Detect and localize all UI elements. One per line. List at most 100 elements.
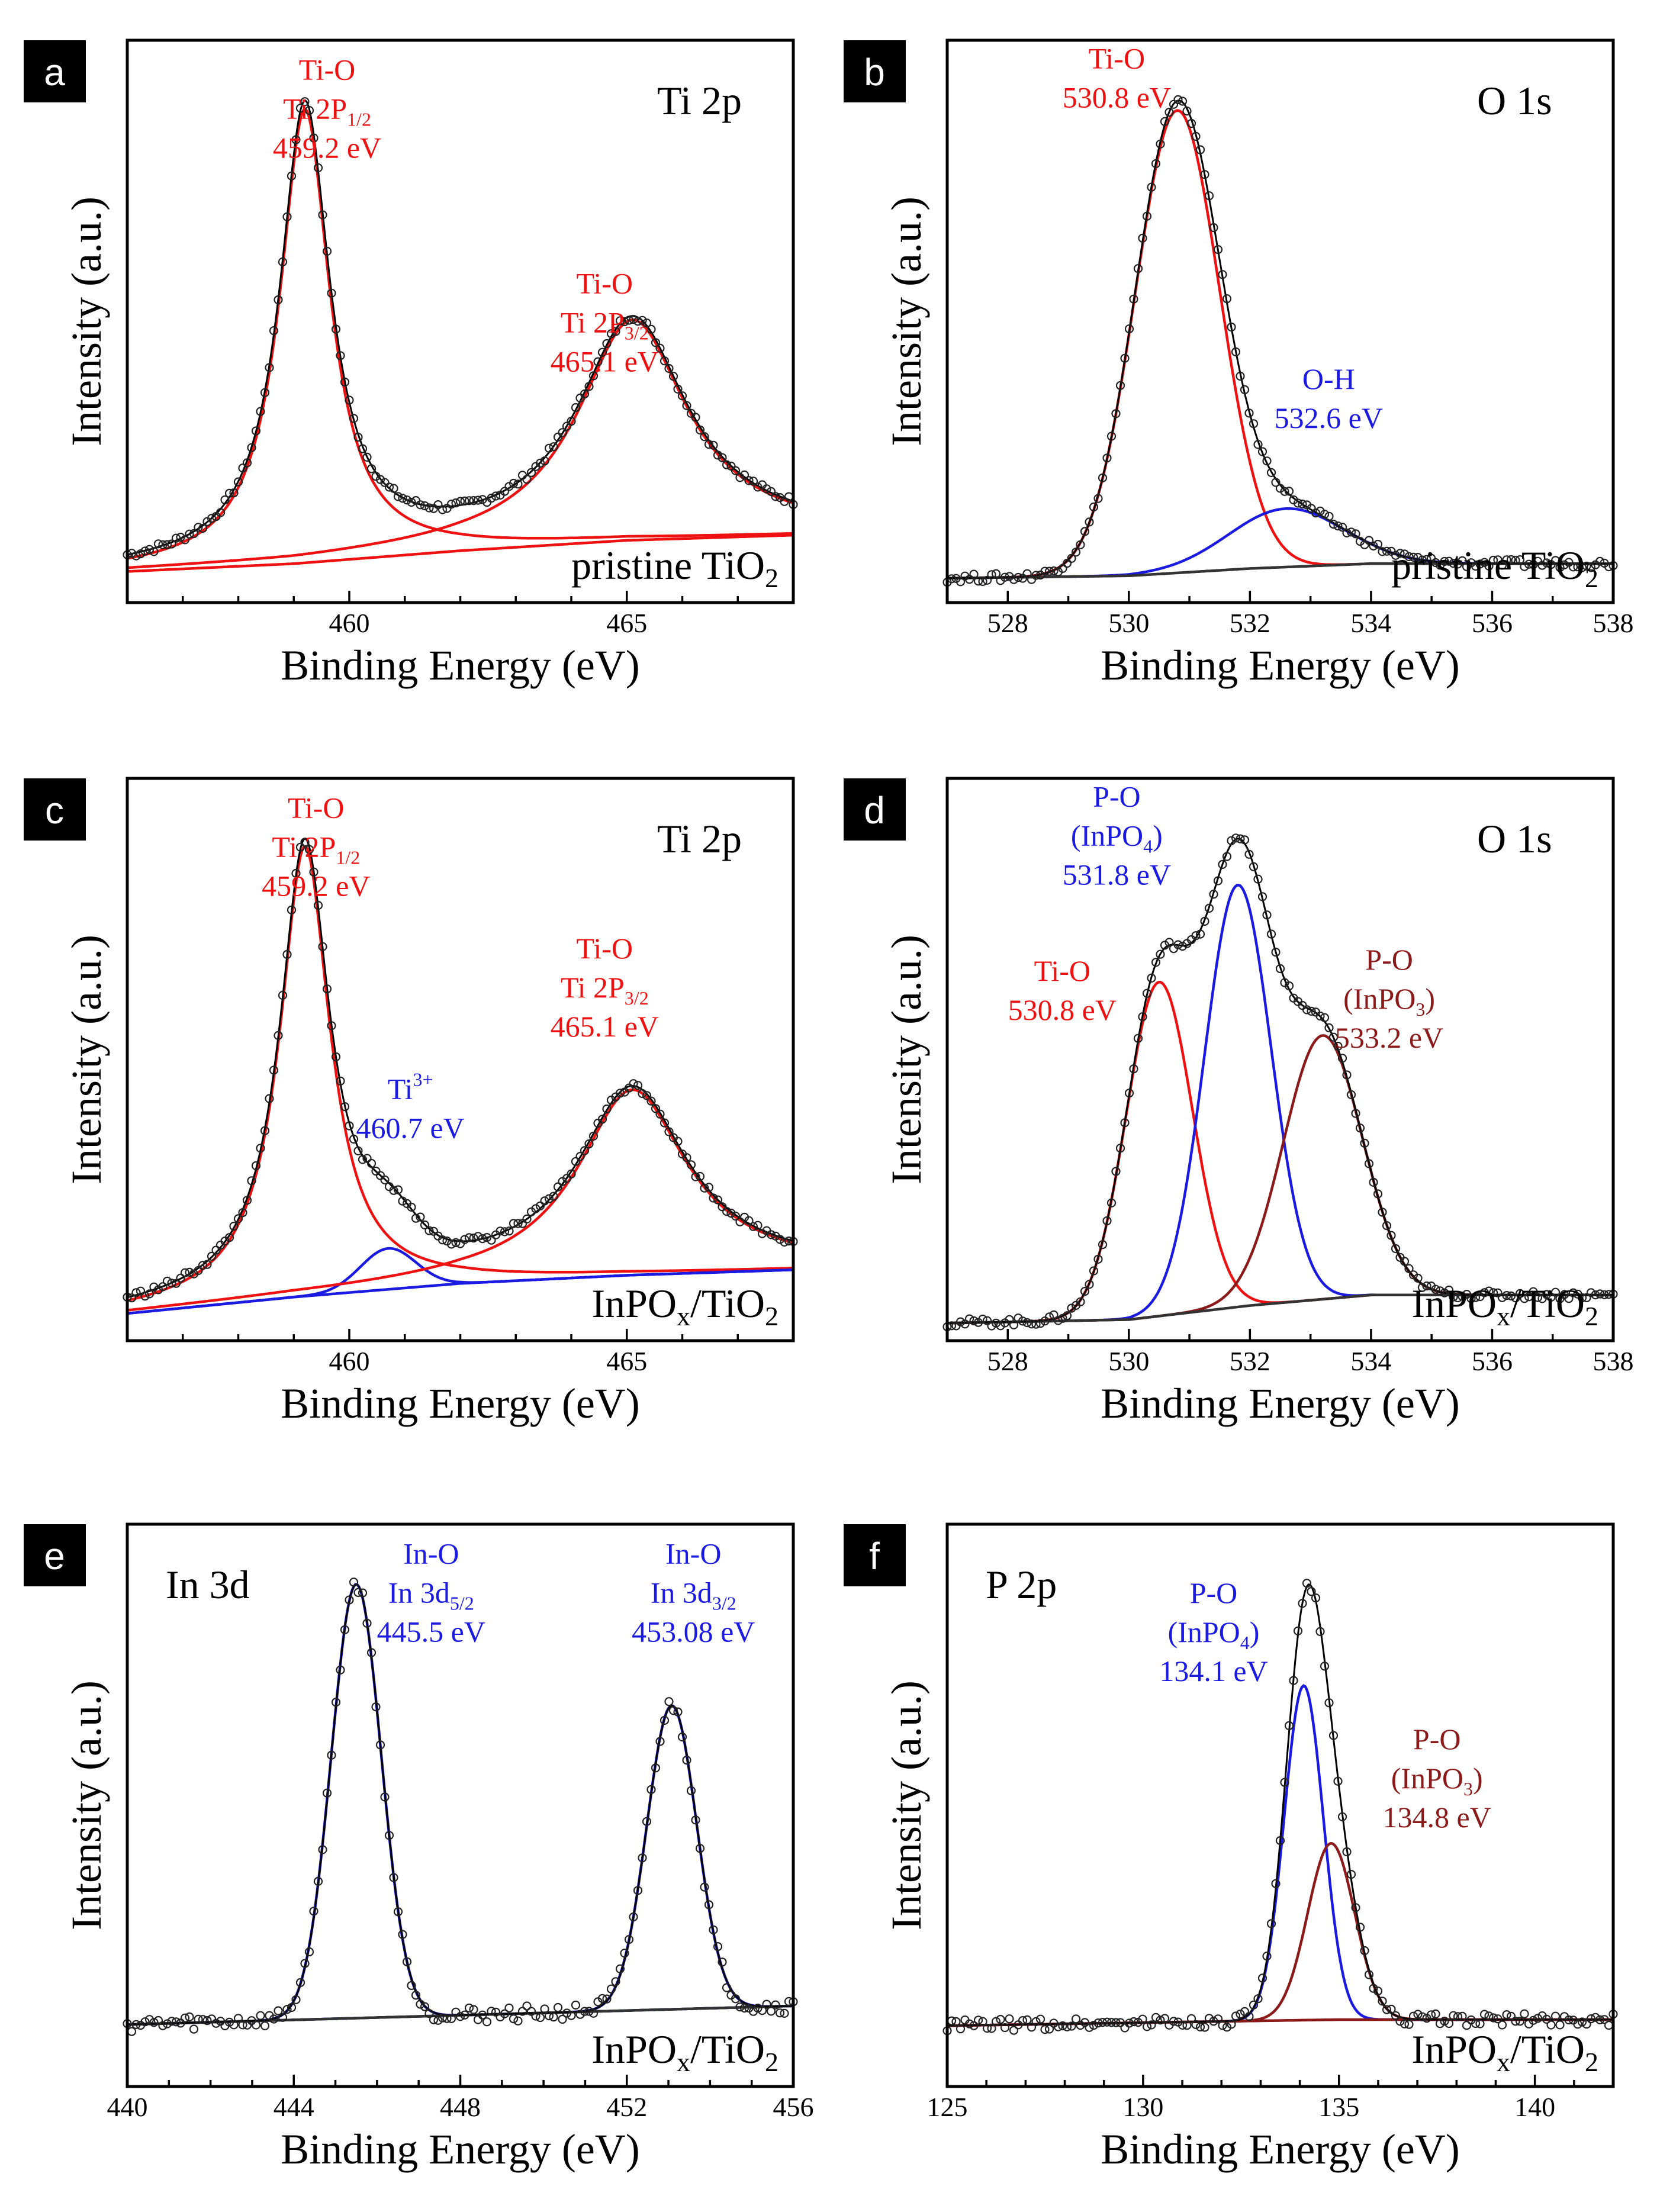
data-point: [1120, 1118, 1130, 1128]
data-point: [198, 2015, 208, 2024]
panel-letter: f: [869, 1535, 880, 1577]
peak-label-line: 453.08 eV: [632, 1615, 755, 1648]
data-point: [633, 1080, 643, 1090]
data-point: [1479, 1288, 1490, 1297]
data-point: [982, 2023, 992, 2033]
data-point: [256, 2011, 265, 2020]
data-point: [991, 569, 1001, 578]
data-point: [624, 315, 634, 325]
data-point: [1093, 1254, 1103, 1264]
data-point: [1102, 453, 1112, 463]
data-point: [1351, 1903, 1360, 1912]
data-point: [446, 2014, 456, 2023]
peak-label-line: (InPO3): [1343, 982, 1435, 1020]
data-point: [1404, 552, 1414, 562]
data-point: [180, 2013, 190, 2023]
data-point: [1218, 859, 1227, 870]
data-point: [1449, 1292, 1458, 1302]
fit-curve-0: [127, 845, 794, 1302]
data-point: [171, 533, 181, 543]
data-point: [1049, 566, 1059, 576]
data-point: [313, 900, 323, 910]
data-point: [1542, 2014, 1552, 2024]
data-point: [358, 444, 368, 453]
data-point: [1550, 556, 1561, 565]
x-axis-title: Binding Energy (eV): [281, 642, 640, 689]
data-point: [1213, 2014, 1223, 2024]
peak-label-line: 533.2 eV: [1335, 1021, 1443, 1054]
data-point: [1582, 2020, 1591, 2029]
data-point: [1413, 2010, 1423, 2019]
data-point: [407, 1981, 416, 1990]
data-point: [757, 1229, 767, 1238]
data-point: [638, 1089, 647, 1099]
data-point: [131, 551, 141, 561]
data-point: [384, 482, 394, 492]
data-point: [300, 97, 310, 107]
peak-annotation: P-O (InPO4)531.8 eV: [1063, 780, 1171, 891]
data-point: [504, 1226, 514, 1236]
data-point: [651, 1104, 661, 1113]
data-point: [1253, 1994, 1263, 2004]
peak-label-line: 134.8 eV: [1383, 1801, 1491, 1834]
data-point: [1506, 2011, 1516, 2021]
data-point: [1591, 2013, 1600, 2022]
data-point: [300, 838, 310, 847]
data-point: [638, 315, 647, 325]
data-point: [1524, 1292, 1534, 1302]
data-point: [1426, 2010, 1436, 2020]
data-point: [1280, 487, 1289, 496]
data-point: [1506, 555, 1516, 565]
data-point: [136, 1286, 146, 1296]
data-point: [136, 549, 146, 559]
data-point: [1093, 494, 1103, 503]
data-point: [451, 498, 461, 508]
data-point: [544, 443, 554, 453]
data-points: [123, 1577, 798, 2036]
x-tick-label: 125: [927, 2092, 968, 2122]
data-point: [1328, 1731, 1339, 1740]
data-point: [1053, 1316, 1063, 1325]
data-point: [677, 391, 687, 401]
fit-curve-1: [127, 1704, 793, 2026]
data-point: [274, 1031, 283, 1041]
data-point: [642, 1817, 652, 1826]
data-point: [1124, 1089, 1134, 1098]
data-point: [620, 1949, 629, 1958]
data-point: [393, 492, 403, 501]
data-point: [460, 1235, 469, 1244]
data-point: [522, 475, 532, 484]
data-point: [1346, 1090, 1356, 1100]
data-point: [1497, 561, 1507, 570]
data-point: [1440, 1288, 1449, 1297]
data-point: [1222, 2023, 1232, 2032]
data-point: [1573, 562, 1582, 572]
data-point: [704, 440, 714, 449]
data-point: [1475, 559, 1485, 569]
data-point: [1404, 2020, 1414, 2029]
data-point: [1018, 574, 1028, 583]
data-point: [1014, 1313, 1023, 1323]
data-point: [194, 1266, 203, 1276]
data-point: [695, 425, 705, 435]
data-point: [1298, 499, 1307, 509]
peak-label-line: Ti 2P1/2: [272, 830, 360, 868]
data-point: [509, 478, 519, 488]
sample-label: InPOx/TiO2: [1411, 1281, 1598, 1331]
data-point: [416, 2000, 425, 2009]
data-point: [1284, 1721, 1294, 1730]
data-point: [549, 2013, 558, 2022]
data-point: [469, 1234, 478, 1243]
data-point: [1395, 549, 1405, 558]
data-point: [1098, 473, 1108, 482]
data-point: [1502, 1291, 1511, 1300]
data-point: [1475, 2019, 1485, 2029]
data-point: [540, 2004, 549, 2014]
data-point: [260, 1126, 270, 1135]
data-point: [664, 363, 674, 374]
data-point: [1413, 1273, 1423, 1283]
data-point: [1293, 498, 1303, 508]
data-point: [1257, 1973, 1267, 1983]
data-point: [615, 1089, 625, 1098]
data-point: [1550, 2011, 1561, 2021]
